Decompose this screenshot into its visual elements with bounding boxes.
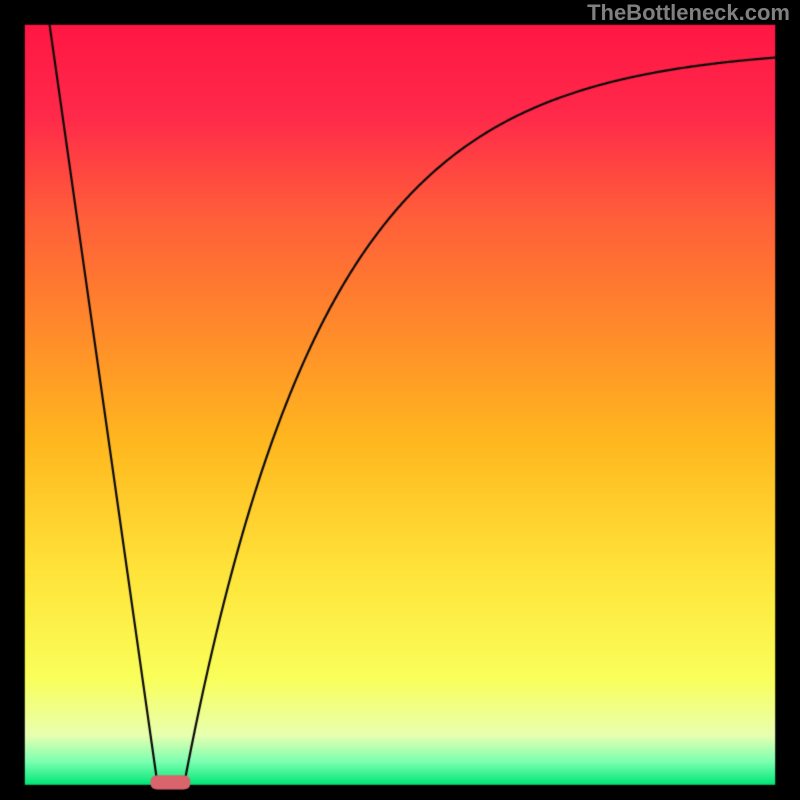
bottleneck-chart-canvas	[0, 0, 800, 800]
watermark-text: TheBottleneck.com	[587, 0, 790, 26]
chart-container: TheBottleneck.com	[0, 0, 800, 800]
